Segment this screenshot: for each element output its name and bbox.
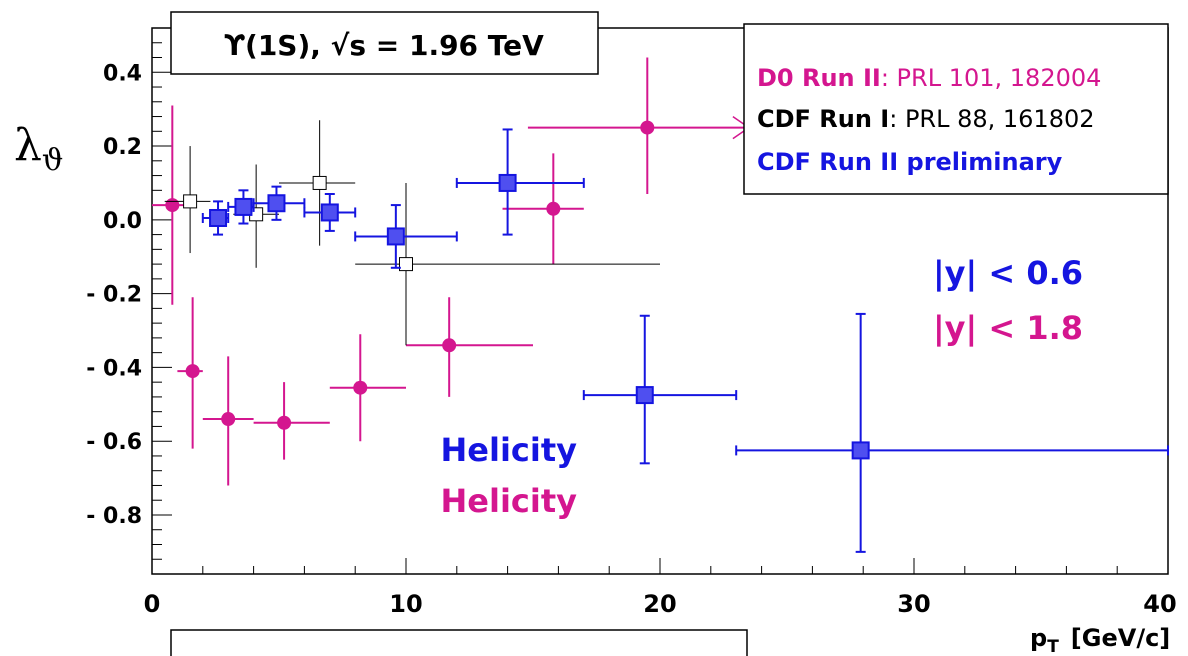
legend-entry-cdf-run1: CDF Run I: PRL 88, 161802 [757,105,1095,133]
data-point [851,441,870,460]
y-tick-label: 0.2 [103,135,142,160]
data-point [267,194,286,213]
annotation-rapidity-d0: |y| < 1.8 [933,309,1083,348]
x-tick-label: 0 [144,590,161,618]
x-axis-label-sub: T [1047,637,1059,656]
legend-cdf1-name: CDF Run I [757,105,889,133]
annotation-rapidity-cdf: |y| < 0.6 [933,254,1083,293]
legend-d0-ref: : PRL 101, 182004 [881,64,1102,92]
data-point [546,201,561,216]
legend-entry-d0: D0 Run II: PRL 101, 182004 [757,64,1101,92]
title-box [170,11,599,75]
data-point [221,412,236,427]
annotation-frame-d0: Helicity [440,482,577,520]
data-point [234,197,253,216]
data-point [640,120,655,135]
y-tick-labels: 0.4 0.2 0.0 - 0.2 - 0.4 - 0.6 - 0.8 [86,61,142,529]
data-point [498,173,517,192]
data-point [442,338,457,353]
empty-box [170,629,748,656]
data-point [353,380,368,395]
y-axis-label-sub: ϑ [42,143,63,178]
legend-box [743,23,1169,195]
annotation-frame-cdf: Helicity [440,431,577,469]
data-point [386,227,405,246]
series-0 [152,57,751,486]
x-axis-label-unit: [GeV/c] [1071,624,1170,652]
data-point [277,415,292,430]
data-point [165,198,180,213]
y-tick-label: - 0.4 [86,356,142,381]
x-tick-label: 20 [643,590,676,618]
data-point [312,175,327,190]
legend-cdf2-name: CDF Run II preliminary [757,148,1063,176]
y-axis-label-main: λ [14,120,42,171]
legend-entries: D0 Run II: PRL 101, 182004 CDF Run I: PR… [757,64,1101,176]
y-tick-label: - 0.8 [86,504,142,529]
x-axis-label-main: p [1030,624,1047,652]
y-axis-label: λϑ [14,120,63,178]
chart-title: ϒ(1S), √s = 1.96 TeV [224,29,544,62]
data-point [399,257,413,272]
data-series [152,57,1169,553]
y-tick-label: 0.0 [103,209,142,234]
data-point [635,386,654,405]
x-tick-label: 40 [1143,590,1176,618]
series-1 [164,120,660,346]
y-tick-label: - 0.6 [86,430,142,455]
y-tick-label: - 0.2 [86,283,142,308]
series-2 [201,128,1169,553]
x-tick-labels: 0 10 20 30 40 [144,590,1177,618]
legend-cdf1-ref: : PRL 88, 161802 [889,105,1094,133]
y-tick-label: 0.4 [103,61,142,86]
legend-d0-name: D0 Run II [757,64,881,92]
legend-entry-cdf-run2: CDF Run II preliminary [757,148,1063,176]
x-tick-label: 30 [897,590,930,618]
x-axis-label: pT [GeV/c] [1030,624,1170,656]
data-point [320,203,339,222]
x-tick-label: 10 [389,590,422,618]
data-point [185,364,200,379]
axis-ticks [151,27,1169,575]
data-point [183,194,198,209]
data-point [209,208,228,227]
